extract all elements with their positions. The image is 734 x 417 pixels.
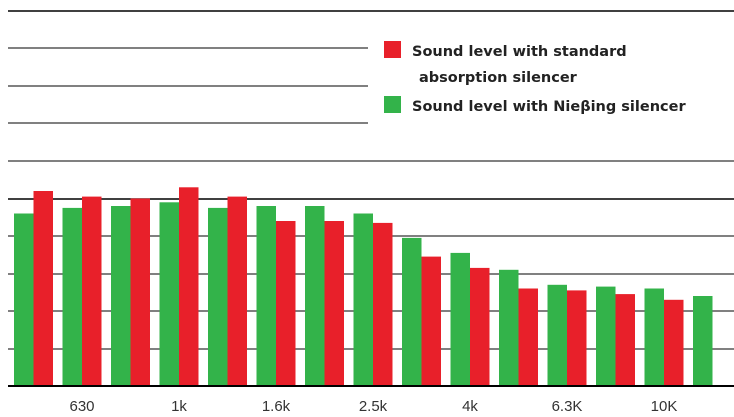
bar-green-14 [693, 296, 713, 386]
legend: Sound level with standard absorption sil… [384, 41, 686, 115]
bar-red-7 [373, 222, 393, 386]
legend-swatch-niessing [384, 96, 401, 113]
legend-swatch-standard [384, 41, 401, 58]
bar-green-12 [596, 286, 616, 386]
bar-red-5 [276, 221, 296, 386]
x-tick-label-13: 10K [651, 398, 678, 415]
bar-green-3 [159, 202, 179, 387]
x-tick-label-5: 1.6k [262, 398, 291, 415]
bar-green-0 [14, 213, 34, 386]
bar-green-2 [111, 206, 131, 386]
bars [14, 187, 713, 387]
bar-red-2 [130, 198, 150, 386]
bar-green-10 [499, 269, 519, 387]
x-tick-label-9: 4k [462, 398, 478, 415]
bar-green-11 [547, 284, 567, 387]
bar-red-10 [518, 288, 538, 386]
bar-red-13 [664, 299, 684, 387]
bar-red-4 [227, 196, 247, 386]
bar-green-6 [305, 206, 325, 386]
bar-red-8 [421, 256, 441, 386]
bar-green-4 [208, 207, 228, 386]
bar-green-5 [256, 206, 276, 386]
bar-red-12 [615, 294, 635, 386]
x-tick-label-1: 630 [69, 398, 94, 415]
bar-green-9 [450, 252, 470, 386]
legend-label-standard-line1: Sound level with standard [412, 44, 627, 60]
bar-green-1 [62, 207, 82, 386]
bar-green-8 [402, 237, 422, 386]
bar-green-7 [353, 213, 373, 386]
bar-red-1 [82, 196, 102, 386]
bar-red-9 [470, 267, 490, 386]
x-tick-label-7: 2.5k [359, 398, 388, 415]
bar-green-13 [644, 288, 664, 386]
bar-red-6 [324, 221, 344, 386]
bar-red-3 [179, 187, 199, 387]
bar-red-0 [33, 191, 53, 386]
bar-red-11 [567, 290, 587, 386]
legend-label-niessing: Sound level with Nieβing silencer [412, 99, 686, 115]
x-tick-label-11: 6.3K [552, 398, 583, 415]
legend-label-standard-line2: absorption silencer [419, 70, 578, 86]
x-tick-labels: 630 1k 1.6k 2.5k 4k 6.3K 10K [69, 398, 677, 415]
x-tick-label-3: 1k [171, 398, 187, 415]
